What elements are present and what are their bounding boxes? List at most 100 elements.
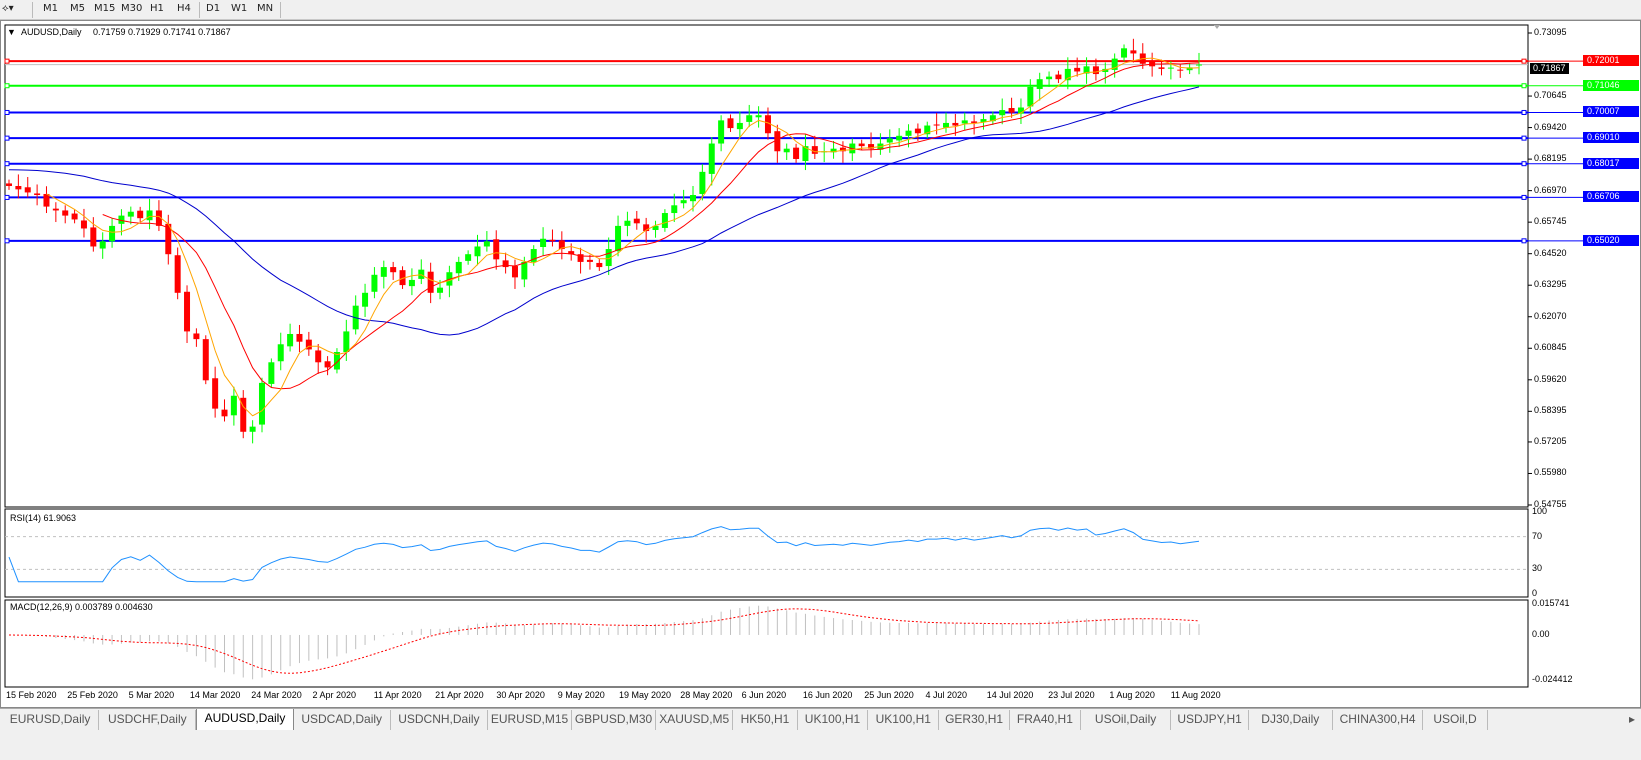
chart-tab[interactable]: GBPUSD,M30 — [572, 710, 656, 730]
candle-body — [568, 251, 575, 255]
chart-tab[interactable]: USOil,D — [1423, 710, 1488, 730]
chart-tab[interactable]: CHINA300,H4 — [1333, 710, 1424, 730]
candle-body — [1195, 64, 1202, 66]
level-price-label: 0.66706 — [1583, 191, 1639, 203]
timeframe-mn[interactable]: MN — [257, 3, 274, 14]
candle-body — [71, 213, 78, 220]
candle-body — [333, 351, 340, 370]
candle-body — [380, 267, 387, 277]
timeframe-d1[interactable]: D1 — [206, 3, 221, 14]
date-label: 21 Apr 2020 — [435, 690, 484, 700]
collapse-arrow-icon[interactable]: ▼ — [7, 27, 16, 37]
candle-body — [661, 213, 668, 228]
chart-tab[interactable]: USDCAD,Daily — [294, 710, 391, 730]
level-price-label: 0.68017 — [1583, 157, 1639, 169]
chart-tab[interactable]: HK50,H1 — [733, 710, 798, 730]
chart-tab[interactable]: USDJPY,H1 — [1171, 710, 1249, 730]
candle-body — [362, 292, 369, 307]
level-handle-right — [1521, 194, 1527, 200]
candle-body — [249, 426, 256, 432]
candle-body — [474, 246, 481, 257]
current-price-label: 0.71867 — [1530, 62, 1569, 74]
chart-tab[interactable]: FRA40,H1 — [1010, 710, 1081, 730]
timeframe-h1[interactable]: H1 — [150, 3, 164, 14]
price-tick-label: 0.59620 — [1534, 373, 1567, 384]
candle-body — [952, 122, 959, 126]
chart-tab[interactable]: EURUSD,M15 — [488, 710, 572, 730]
candle-body — [605, 249, 612, 267]
candle-body — [521, 261, 528, 280]
level-price-label: 0.70007 — [1583, 106, 1639, 118]
candle-body — [652, 225, 659, 231]
level-handle-right — [1521, 109, 1527, 115]
chart-tab[interactable]: UK100,H1 — [798, 710, 869, 730]
candle-body — [549, 239, 556, 242]
ma-mid-line — [102, 62, 1200, 390]
candle-body — [830, 148, 837, 153]
tabs-scroll-right-icon[interactable]: ▸ — [1624, 710, 1640, 730]
candle-body — [99, 241, 106, 249]
price-tick-label: 0.57205 — [1534, 435, 1567, 446]
chart-tab[interactable]: UK100,H1 — [868, 710, 940, 730]
level-handle-right — [1521, 161, 1527, 167]
chart-tab[interactable]: EURUSD,Daily — [2, 710, 100, 730]
candle-body — [90, 227, 97, 247]
candle-body — [671, 205, 678, 214]
level-handle-right — [1521, 135, 1527, 141]
candle-body — [774, 131, 781, 152]
price-tick-label: 0.63295 — [1534, 279, 1567, 290]
candle-body — [1186, 67, 1193, 71]
timeframe-m5[interactable]: M5 — [70, 3, 85, 14]
level-price-label: 0.71046 — [1583, 79, 1639, 91]
candle-body — [1083, 66, 1090, 74]
candle-body — [193, 333, 200, 340]
candle-body — [371, 274, 378, 292]
chart-tab[interactable]: AUDUSD,Daily — [196, 709, 294, 731]
candle-body — [1121, 48, 1128, 58]
date-label: 25 Feb 2020 — [67, 690, 118, 700]
chart-tab[interactable]: GER30,H1 — [939, 710, 1010, 730]
candle-body — [980, 119, 987, 122]
price-tick-label: 0.54755 — [1534, 499, 1567, 509]
candle-body — [868, 144, 875, 149]
candle-body — [905, 130, 912, 136]
timeframe-m30[interactable]: M30 — [121, 3, 143, 14]
chart-tab[interactable]: USDCNH,Daily — [391, 710, 488, 730]
candle-body — [230, 395, 237, 416]
price-tick-label: 0.73095 — [1534, 27, 1567, 37]
toolbar-separator — [199, 2, 200, 18]
candle-body — [465, 254, 472, 261]
rsi-label: RSI(14) 61.9063 — [10, 513, 77, 523]
chart-tab[interactable]: DJ30,Daily — [1249, 710, 1333, 730]
price-tick-label: 0.65745 — [1534, 216, 1567, 227]
chart-canvas[interactable] — [1, 21, 1641, 709]
candle-body — [1102, 68, 1109, 72]
date-label: 11 Apr 2020 — [373, 690, 422, 700]
candle-body — [690, 195, 697, 202]
candle-body — [268, 362, 275, 384]
date-label: 28 May 2020 — [680, 690, 733, 700]
candle-body — [390, 267, 397, 273]
candle-body — [680, 200, 687, 204]
chart-window[interactable]: ▼ AUDUSD,Daily 0.71759 0.71929 0.71741 0… — [0, 20, 1641, 708]
candle-body — [577, 254, 584, 262]
chart-tab[interactable]: USDCHF,Daily — [99, 710, 197, 730]
timeframe-h4[interactable]: H4 — [177, 3, 191, 14]
price-tick-label: 0.69420 — [1534, 121, 1567, 132]
chart-tab[interactable]: XAUUSD,M5 — [656, 710, 734, 730]
candle-body — [596, 262, 603, 268]
price-tick-label: 0.64520 — [1534, 247, 1567, 258]
candle-body — [1177, 69, 1184, 71]
main-panel-border — [4, 24, 1529, 508]
candle-body — [699, 171, 706, 194]
candle-body — [961, 120, 968, 124]
price-tick-label: 0.62070 — [1534, 310, 1567, 321]
timeframe-w1[interactable]: W1 — [231, 3, 248, 14]
timeframe-m1[interactable]: M1 — [43, 3, 58, 14]
chart-tab[interactable]: USOil,Daily — [1081, 710, 1172, 730]
macd-signal-line — [8, 608, 1200, 674]
drawing-tools-icon[interactable]: ⟡▾ — [2, 3, 14, 14]
candle-body — [783, 148, 790, 153]
candle-body — [615, 225, 622, 252]
timeframe-m15[interactable]: M15 — [94, 3, 116, 14]
